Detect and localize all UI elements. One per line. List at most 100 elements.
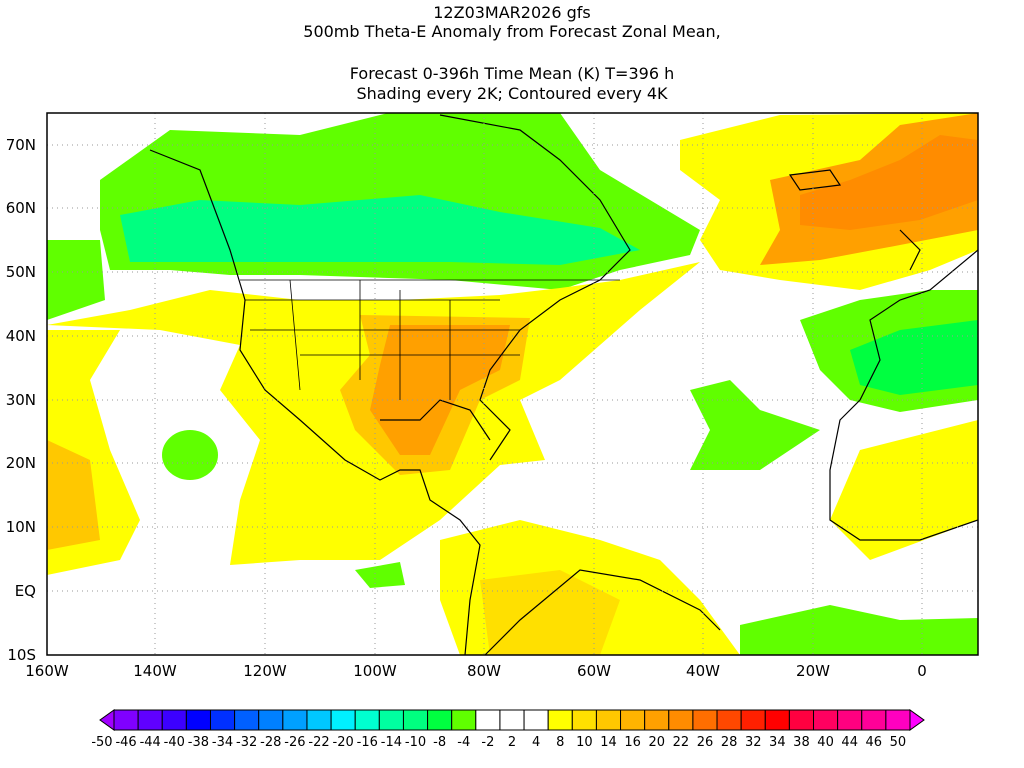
colorbar-box xyxy=(668,709,694,731)
colorbar-label: 8 xyxy=(556,735,564,750)
shading-layer xyxy=(47,113,978,655)
colorbar-box xyxy=(354,709,380,731)
map-frame xyxy=(46,112,979,656)
colorbar-label: 50 xyxy=(890,735,907,750)
colorbar-label: 16 xyxy=(624,735,641,750)
colorbar-box xyxy=(282,709,308,731)
colorbar-label: -4 xyxy=(457,735,470,750)
colorbar-label: -50 xyxy=(91,735,112,750)
colorbar-label: 14 xyxy=(600,735,617,750)
anomaly-orange-pacific xyxy=(47,440,100,550)
lon-label: 140W xyxy=(133,662,177,680)
colorbar-box xyxy=(788,709,815,731)
colorbar-low-arrow xyxy=(99,709,115,731)
colorbar-box xyxy=(523,709,549,731)
colorbar-label: 28 xyxy=(721,735,738,750)
colorbar-label: 2 xyxy=(508,735,516,750)
colorbar-label: -46 xyxy=(115,735,136,750)
colorbar-box xyxy=(692,709,718,731)
colorbar-box xyxy=(137,709,163,731)
colorbar-box xyxy=(475,709,501,731)
colorbar-box xyxy=(740,709,766,731)
colorbar-label: 20 xyxy=(648,735,665,750)
colorbar-box xyxy=(571,709,597,731)
colorbar-box xyxy=(427,709,453,731)
colorbar-box xyxy=(764,709,790,731)
colorbar-label: -34 xyxy=(212,735,233,750)
colorbar-box xyxy=(861,709,887,731)
colorbar-label: 40 xyxy=(817,735,834,750)
lon-label: 0 xyxy=(917,662,927,680)
colorbar-label: -22 xyxy=(308,735,329,750)
colorbar-label: 32 xyxy=(745,735,762,750)
colorbar-label: -8 xyxy=(433,735,446,750)
colorbar-box xyxy=(330,709,356,731)
colorbar-label: -2 xyxy=(481,735,494,750)
title-field: 500mb Theta-E Anomaly from Forecast Zona… xyxy=(303,22,721,41)
lat-label: 10S xyxy=(7,646,36,664)
lat-label: 50N xyxy=(5,263,36,281)
colorbar-label: -20 xyxy=(333,735,354,750)
lat-label: 40N xyxy=(5,327,36,345)
anomaly-green-south-atlantic xyxy=(740,605,978,655)
colorbar-label: 34 xyxy=(769,735,786,750)
lat-label: 60N xyxy=(5,199,36,217)
colorbar-label: 26 xyxy=(697,735,714,750)
colorbar-box xyxy=(595,709,622,731)
title-shading: Shading every 2K; Contoured every 4K xyxy=(356,84,668,103)
coastline-europe-africa xyxy=(788,169,978,541)
colorbar-box xyxy=(547,709,573,731)
colorbar-label: 10 xyxy=(576,735,593,750)
title-period: Forecast 0-396h Time Mean (K) T=396 h xyxy=(349,64,675,83)
colorbar-box xyxy=(402,709,429,731)
colorbar-label: -38 xyxy=(188,735,209,750)
colorbar-label: -32 xyxy=(236,735,257,750)
lat-label: EQ xyxy=(14,582,36,600)
anomaly-green-small xyxy=(355,562,405,588)
anomaly-green-central-atlantic xyxy=(690,380,820,470)
colorbar-box xyxy=(620,709,646,731)
colorbar-box xyxy=(209,709,236,731)
lon-label: 60W xyxy=(577,662,611,680)
colorbar-label: -10 xyxy=(405,735,426,750)
colorbar-label: -28 xyxy=(260,735,281,750)
lon-label: 120W xyxy=(243,662,287,680)
graticule xyxy=(47,113,978,655)
colorbar-box xyxy=(113,709,139,731)
lat-label: 20N xyxy=(5,454,36,472)
colorbar-box xyxy=(185,709,211,731)
colorbar-box xyxy=(378,709,404,731)
anomaly-green-pacific-nw xyxy=(47,240,105,320)
title-run: 12Z03MAR2026 gfs xyxy=(433,3,591,22)
colorbar-box xyxy=(451,709,477,731)
colorbar-label: -14 xyxy=(381,735,402,750)
lon-label: 80W xyxy=(467,662,501,680)
anomaly-gold-south-america xyxy=(480,570,620,655)
lon-label: 20W xyxy=(796,662,830,680)
colorbar-box xyxy=(885,709,911,731)
colorbar-high-arrow xyxy=(909,709,925,731)
anomaly-orange-ne-core xyxy=(800,135,978,230)
colorbar-box xyxy=(716,709,742,731)
colorbar-label: 4 xyxy=(532,735,540,750)
us-state-borders xyxy=(240,279,620,400)
colorbar-box xyxy=(499,709,525,731)
lat-label: 70N xyxy=(5,136,36,154)
colorbar-label: -26 xyxy=(284,735,305,750)
anomaly-green-pacific xyxy=(162,430,218,480)
colorbar-label: 38 xyxy=(793,735,810,750)
anomaly-orange-southeast-core xyxy=(370,325,510,455)
anomaly-green-canada-core xyxy=(120,195,640,265)
colorbar-label: 44 xyxy=(841,735,858,750)
lat-label: 10N xyxy=(5,518,36,536)
colorbar-box xyxy=(258,709,284,731)
colorbar-label: 46 xyxy=(866,735,883,750)
colorbar-label: -44 xyxy=(140,735,161,750)
colorbar-box xyxy=(813,709,839,731)
colorbar-box xyxy=(837,709,863,731)
lon-label: 40W xyxy=(686,662,720,680)
anomaly-green-europe-core xyxy=(850,320,978,395)
anomaly-yellow-w-africa xyxy=(830,420,978,560)
